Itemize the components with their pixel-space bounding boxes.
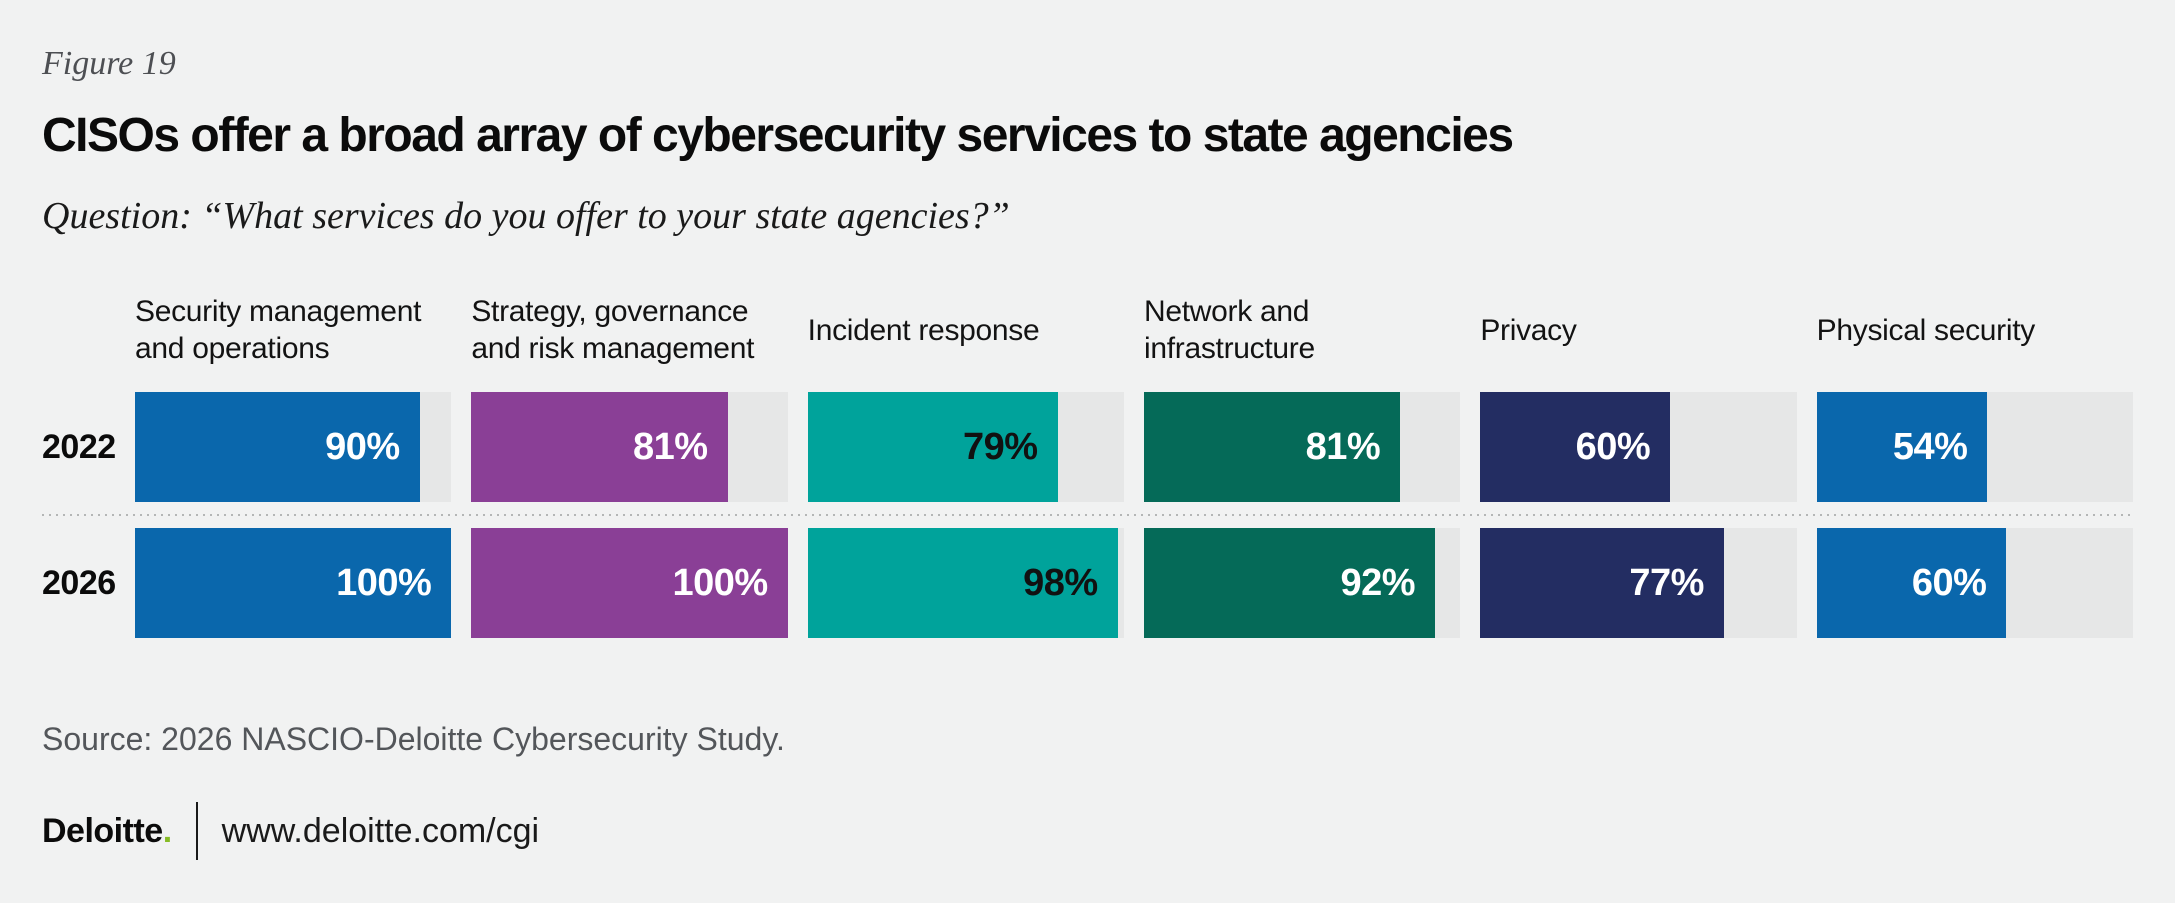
bar-value-label: 100% [672,561,768,604]
chart-row-2022: 2022 90% 81% 79% 81% 60% 54% [42,392,2133,502]
deloitte-logo-text: Deloitte [42,811,163,850]
bar-track: 90% [135,392,452,502]
bar-2022-col2: 81% [471,392,728,502]
bar-value-label: 54% [1892,425,1968,468]
bar-track: 77% [1480,528,1797,638]
bar-chart: Security management and operations Strate… [42,284,2133,638]
survey-question: Question: “What services do you offer to… [42,195,1010,237]
bar-2026-col5: 77% [1480,528,1724,638]
bar-value-label: 98% [1023,561,1098,604]
page-title: CISOs offer a broad array of cybersecuri… [42,109,1514,162]
figure-label: Figure 19 [42,45,176,82]
column-header-1: Security management and operations [135,295,422,365]
row-label-2026: 2026 [42,563,116,602]
column-header-4: Network and infrastructure [1144,295,1315,365]
bar-2022-col4: 81% [1144,392,1401,502]
chart-row-2026: 2026 100% 100% 98% 92% 77% 60% [42,528,2133,638]
bar-track: 81% [1144,392,1461,502]
bar-track: 81% [471,392,788,502]
bar-track: 79% [807,392,1124,502]
bar-2026-col6: 60% [1816,528,2007,638]
row-divider [42,514,2133,516]
bar-track: 100% [471,528,788,638]
bar-value-label: 92% [1340,561,1416,604]
bar-track: 60% [1816,528,2133,638]
bar-2022-col5: 60% [1480,392,1671,502]
bar-value-label: 60% [1911,561,1987,604]
bar-track: 60% [1480,392,1797,502]
deloitte-logo: Deloitte. [42,812,172,851]
bar-track: 92% [1144,528,1461,638]
bar-2026-col4: 92% [1144,528,1436,638]
bar-2026-col1: 100% [135,528,452,638]
footer-divider [195,802,198,860]
bar-value-label: 90% [325,425,400,468]
row-label-2022: 2022 [42,427,116,466]
bar-track: 54% [1816,392,2133,502]
chart-header-row: Security management and operations Strate… [42,284,2133,376]
footer: Deloitte. www.deloitte.com/cgi [42,802,2133,860]
bar-2022-col1: 90% [135,392,420,502]
bar-value-label: 77% [1629,561,1704,604]
source-note: Source: 2026 NASCIO-Deloitte Cybersecuri… [42,721,785,757]
bar-track: 100% [135,528,452,638]
bar-2026-col2: 100% [471,528,788,638]
bar-value-label: 81% [1305,425,1381,468]
bar-value-label: 79% [963,425,1038,468]
column-header-3: Incident response [807,313,1040,347]
bar-value-label: 60% [1575,425,1651,468]
bar-value-label: 81% [632,425,708,468]
bar-track: 98% [807,528,1124,638]
bar-2022-col6: 54% [1816,392,1988,502]
bar-2022-col3: 79% [807,392,1058,502]
column-header-5: Privacy [1480,313,1577,347]
bar-value-label: 100% [336,561,432,604]
column-header-2: Strategy, governance and risk management [471,295,755,365]
footer-url: www.deloitte.com/cgi [221,811,540,850]
deloitte-logo-green-dot: . [162,811,172,850]
column-header-6: Physical security [1816,313,2036,347]
bar-2026-col3: 98% [807,528,1118,638]
